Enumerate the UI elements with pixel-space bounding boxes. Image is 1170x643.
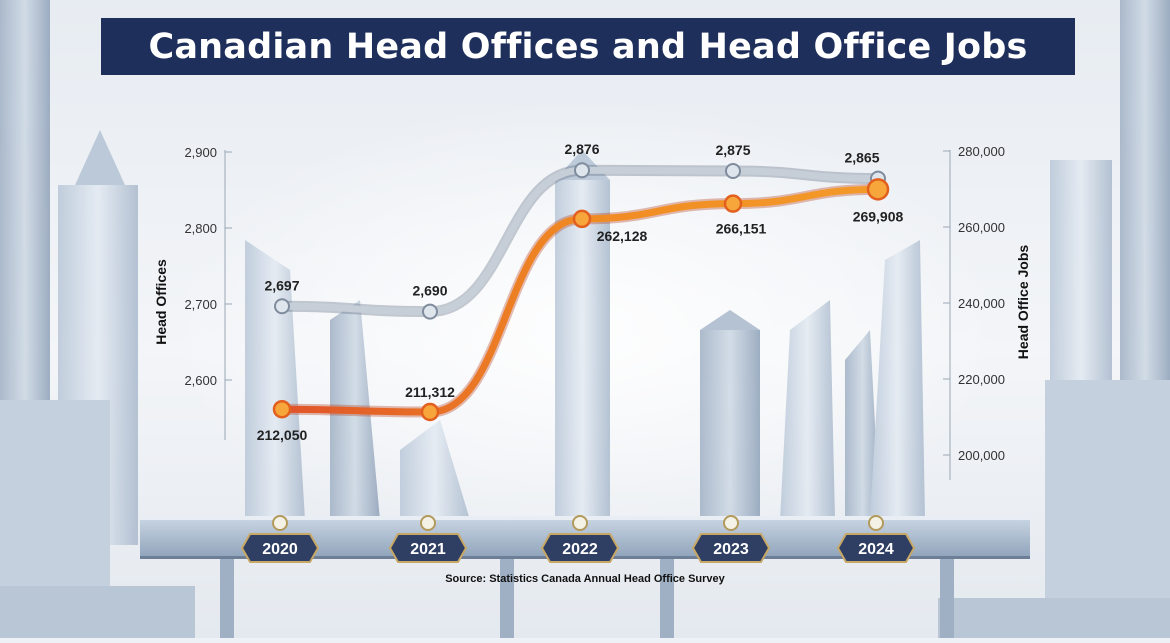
year-badge <box>836 533 916 563</box>
offices-data-label: 2,865 <box>844 150 879 166</box>
x-tick-label: 2024 <box>858 541 894 558</box>
jobs-point[interactable] <box>272 399 292 419</box>
right-axis-tick-label: 200,000 <box>958 448 1005 463</box>
jobs-data-label: 269,908 <box>853 208 904 224</box>
year-badge <box>691 533 771 563</box>
jobs-point[interactable] <box>866 178 890 201</box>
year-marker <box>723 515 739 531</box>
left-axis-tick-label: 2,700 <box>184 297 217 312</box>
series-jobs-line <box>278 185 882 416</box>
year-marker <box>572 515 588 531</box>
jobs-point[interactable] <box>420 402 440 422</box>
left-axis-title: Head Offices <box>153 259 169 345</box>
x-tick-label: 2021 <box>410 541 446 558</box>
offices-point[interactable] <box>274 298 290 315</box>
year-marker <box>272 515 288 531</box>
offices-data-label: 2,875 <box>715 142 750 158</box>
x-tick-label: 2023 <box>713 541 749 558</box>
year-marker <box>420 515 436 531</box>
year-marker <box>868 515 884 531</box>
left-axis-tick-label: 2,800 <box>184 221 217 236</box>
year-badge <box>240 533 320 563</box>
x-tick-label: 2020 <box>262 541 298 558</box>
right-axis-tick-label: 280,000 <box>958 144 1005 159</box>
right-axis-title: Head Office Jobs <box>1015 245 1031 360</box>
jobs-data-label: 262,128 <box>597 228 648 244</box>
jobs-data-label: 212,050 <box>257 427 308 443</box>
left-axis-tick-label: 2,600 <box>184 373 217 388</box>
right-axis-tick-label: 260,000 <box>958 220 1005 235</box>
series-offices-line <box>278 166 882 316</box>
platforms <box>0 380 1170 638</box>
right-axis-tick-label: 240,000 <box>958 296 1005 311</box>
offices-data-label: 2,690 <box>412 283 447 299</box>
offices-data-label: 2,697 <box>264 277 299 293</box>
year-badge <box>388 533 468 563</box>
right-axis-tick-label: 220,000 <box>958 372 1005 387</box>
jobs-point[interactable] <box>572 209 592 229</box>
x-tick-label: 2022 <box>562 541 598 558</box>
offices-point[interactable] <box>574 162 590 179</box>
offices-point[interactable] <box>725 163 741 179</box>
jobs-data-label: 211,312 <box>405 384 455 400</box>
offices-point[interactable] <box>422 303 438 320</box>
jobs-point[interactable] <box>723 194 743 213</box>
source-note: Source: Statistics Canada Annual Head Of… <box>445 573 725 585</box>
year-badge <box>540 533 620 563</box>
jobs-data-label: 266,151 <box>716 221 767 237</box>
left-axis-tick-label: 2,900 <box>184 145 217 160</box>
chart-title: Canadian Head Offices and Head Office Jo… <box>101 18 1075 75</box>
offices-data-label: 2,876 <box>564 141 599 157</box>
